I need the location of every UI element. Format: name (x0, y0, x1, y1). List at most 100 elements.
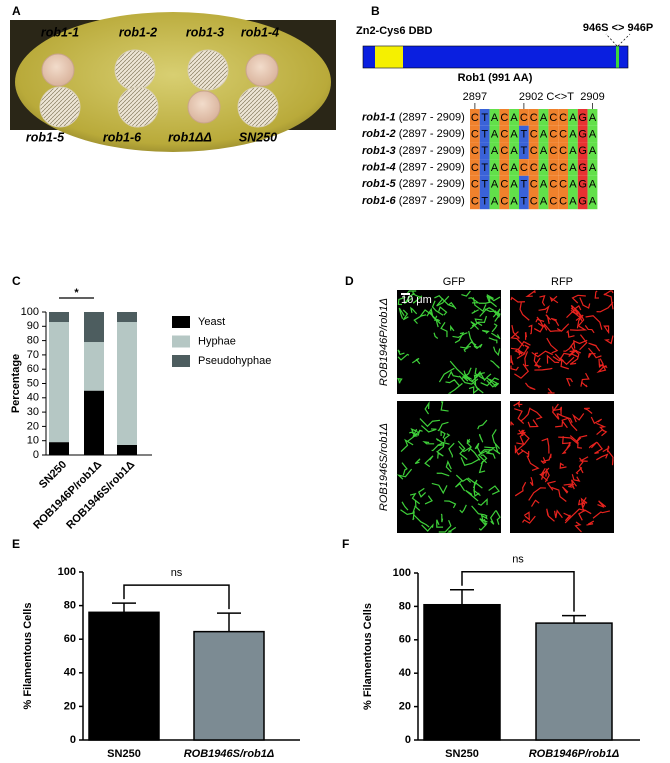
bar (88, 611, 160, 741)
colony (245, 53, 279, 87)
base-cell (548, 109, 559, 126)
base-cell (470, 142, 480, 160)
base: T (521, 145, 528, 157)
base: A (491, 128, 499, 140)
colony (41, 53, 75, 87)
hypha (440, 430, 446, 439)
base-cell (538, 109, 549, 126)
base: G (578, 128, 587, 140)
base-cell (509, 109, 519, 126)
hypha (558, 436, 579, 445)
base-cell (499, 142, 510, 160)
base-cell (558, 109, 568, 126)
hypha (546, 480, 556, 491)
hypha (602, 445, 610, 453)
base: A (569, 162, 577, 174)
base: C (520, 162, 528, 174)
hypha (440, 513, 444, 523)
base-cell (519, 159, 529, 176)
base: A (589, 162, 597, 174)
hypha (535, 318, 545, 323)
hypha (551, 403, 560, 420)
hypha (534, 367, 553, 371)
hypha (458, 443, 473, 453)
hypha (528, 324, 533, 335)
base-cell (587, 175, 598, 193)
base-cell (499, 159, 510, 176)
hypha (566, 309, 578, 319)
base-cell (587, 159, 598, 176)
row-label: rob1-4 (2897 - 2909) (362, 161, 465, 173)
hypha (413, 314, 427, 325)
base: C (549, 145, 557, 157)
hypha (491, 332, 501, 340)
bar-segment (49, 442, 69, 455)
base: A (510, 162, 518, 174)
position-label: 2897 (463, 91, 487, 103)
x-tick-label: SN250 (107, 748, 141, 760)
scale-label: 10 μm (401, 294, 432, 306)
hypha (444, 500, 457, 509)
hypha (484, 308, 501, 317)
base: A (491, 112, 499, 124)
base-cell (558, 192, 568, 210)
base-cell (479, 175, 490, 193)
hypha (559, 356, 575, 366)
significance-label: ns (512, 554, 524, 566)
base-cell (587, 192, 598, 210)
hypha (462, 373, 471, 382)
base-cell (568, 192, 578, 210)
x-tick-label: SN250 (445, 748, 479, 760)
hypha (437, 421, 449, 432)
hypha (575, 467, 583, 475)
hypha (554, 353, 569, 370)
base-cell (470, 159, 480, 176)
y-tick-label: 10 (27, 435, 39, 447)
hypha (539, 467, 550, 482)
hypha (436, 295, 450, 307)
hypha (549, 295, 559, 304)
base: C (549, 128, 557, 140)
hypha (603, 293, 614, 310)
hypha (517, 340, 531, 356)
hypha (468, 297, 480, 304)
y-tick-label: 0 (33, 449, 39, 461)
y-tick-label: 100 (393, 567, 411, 579)
hypha (543, 323, 562, 333)
hypha (538, 304, 550, 314)
hypha (514, 442, 526, 453)
hypha (561, 486, 569, 494)
hypha (465, 489, 479, 502)
base-cell (509, 192, 519, 210)
bar-segment (49, 312, 69, 323)
row-label: ROB1946S/rob1Δ (378, 423, 390, 511)
hypha (561, 441, 571, 455)
base-cell (479, 159, 490, 176)
hypha (514, 447, 524, 456)
base: A (589, 128, 597, 140)
hypha (447, 370, 460, 379)
base: C (500, 195, 508, 207)
base-cell (538, 159, 549, 176)
base-cell (528, 175, 539, 193)
hypha (445, 460, 452, 473)
base: A (540, 162, 548, 174)
hypha (563, 340, 576, 352)
mutation-label: 946S <> 946P (583, 22, 653, 34)
hypha (529, 476, 534, 486)
hypha (436, 519, 444, 528)
hypha (468, 330, 479, 349)
base-cell (577, 142, 588, 160)
base-cell (558, 175, 568, 193)
hypha (520, 448, 530, 458)
y-tick-label: 60 (399, 634, 411, 646)
base-cell (528, 125, 539, 143)
hypha (470, 371, 482, 383)
hypha (446, 526, 457, 533)
hypha (430, 311, 439, 328)
base-cell (587, 125, 598, 143)
colony (117, 86, 159, 128)
base-cell (577, 175, 588, 193)
strain-label: rob1-3 (186, 25, 224, 39)
column-label: GFP (443, 276, 466, 288)
